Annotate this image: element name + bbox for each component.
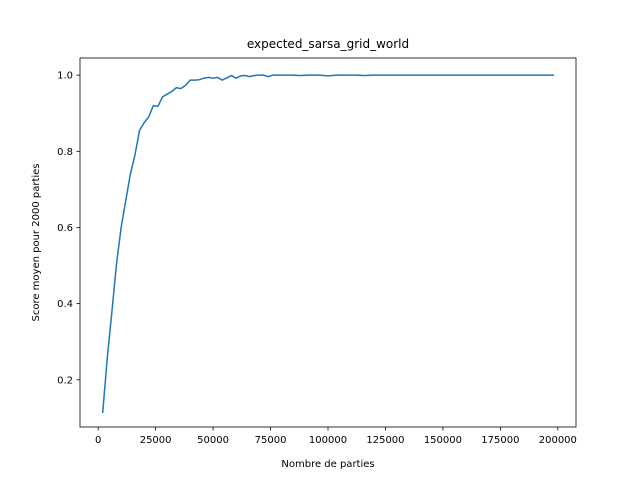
y-tick-label: 0.4 [57, 299, 73, 310]
y-axis: 0.2 0.4 0.6 0.8 1.0 [57, 71, 80, 386]
x-tick-label: 50000 [197, 435, 229, 446]
x-axis-label: Nombre de parties [281, 459, 374, 470]
y-tick-label: 1.0 [57, 71, 73, 82]
x-tick-label: 200000 [539, 435, 577, 446]
x-tick-label: 25000 [140, 435, 172, 446]
x-tick-label: 150000 [424, 435, 462, 446]
x-tick-label: 175000 [481, 435, 519, 446]
series-line-0 [101, 74, 554, 413]
y-tick-label: 0.8 [57, 147, 73, 158]
x-tick-label: 100000 [309, 435, 347, 446]
x-tick-label: 125000 [366, 435, 404, 446]
chart-title: expected_sarsa_grid_world [247, 37, 409, 51]
y-tick-label: 0.6 [57, 223, 73, 234]
x-tick-label: 75000 [255, 435, 287, 446]
x-tick-label: 0 [95, 435, 101, 446]
y-axis-label: Score moyen pour 2000 parties [31, 163, 42, 321]
series-layer [101, 74, 554, 413]
x-axis: 0 25000 50000 75000 100000 125000 150000 175000… [95, 427, 577, 446]
y-tick-label: 0.2 [57, 375, 73, 386]
